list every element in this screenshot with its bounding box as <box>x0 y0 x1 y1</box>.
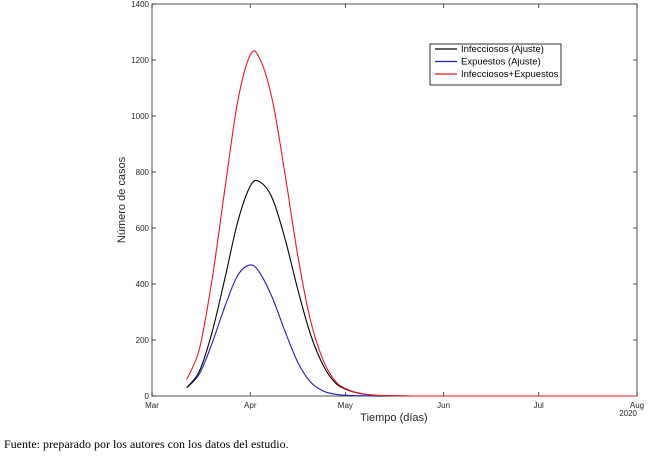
series-line-2 <box>186 50 637 397</box>
y-tick-label: 200 <box>136 336 150 345</box>
figure-caption: Fuente: preparado por los autores con lo… <box>4 437 289 451</box>
x-tick-label: Apr <box>244 401 257 410</box>
x-tick-label: Mar <box>145 401 159 410</box>
x-year-label: 2020 <box>619 409 637 418</box>
legend-items: Infecciosos (Ajuste) Expuestos (Ajuste)In… <box>435 44 559 80</box>
x-tick-label: Jul <box>534 401 544 410</box>
y-tick-label: 1200 <box>131 56 149 65</box>
y-axis-label: Número de casos <box>116 156 128 243</box>
legend-label: Infecciosos+Expuestos <box>461 69 559 80</box>
y-tick-label: 800 <box>136 168 150 177</box>
y-tick-label: 400 <box>136 280 150 289</box>
legend-label: Infecciosos (Ajuste) <box>461 44 544 55</box>
y-axis-ticks: 0 200 400 600 800 1000 1200 1400 <box>131 0 637 401</box>
y-tick-label: 1400 <box>131 0 149 9</box>
legend-box <box>429 43 562 86</box>
x-axis-label: Tiempo (días) <box>360 412 427 424</box>
series-lines <box>186 50 637 397</box>
y-tick-label: 600 <box>136 224 150 233</box>
x-tick-label: Aug <box>630 401 644 410</box>
y-tick-label: 1000 <box>131 112 149 121</box>
x-tick-label: May <box>338 401 353 410</box>
legend: Infecciosos (Ajuste) Expuestos (Ajuste)In… <box>429 43 562 86</box>
x-tick-label: Jun <box>437 401 450 410</box>
legend-label: Expuestos (Ajuste) <box>461 57 541 68</box>
x-axis-ticks: Mar Apr May Jun Jul Aug <box>145 4 644 410</box>
plot-area <box>151 3 638 397</box>
y-tick-label: 0 <box>145 392 150 401</box>
line-chart: 0 200 400 600 800 1000 1200 1400 Mar Apr May Jun Ju… <box>116 0 644 424</box>
